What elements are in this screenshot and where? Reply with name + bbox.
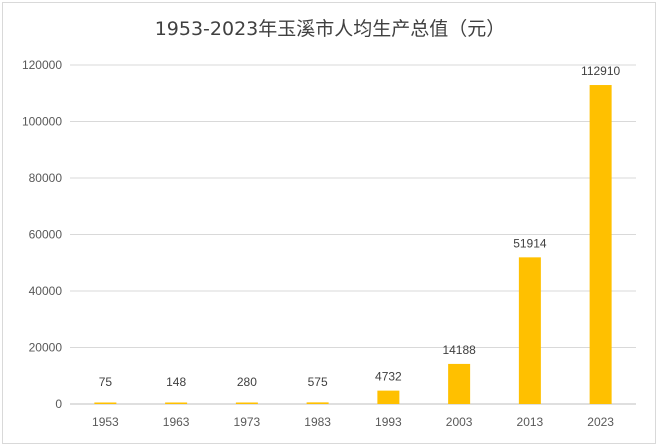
bar-1953	[94, 402, 117, 404]
data-label-2023: 112910	[581, 64, 620, 78]
bar-1983	[306, 402, 329, 404]
data-label-1993: 4732	[375, 370, 402, 384]
y-tick-label: 20000	[29, 341, 63, 355]
x-tick-label-1963: 1963	[163, 415, 190, 429]
y-tick-label: 120000	[22, 58, 62, 72]
chart-frame	[2, 2, 656, 444]
bar-1993	[377, 390, 400, 404]
bar-1963	[165, 402, 188, 404]
x-tick-label-1993: 1993	[375, 415, 402, 429]
x-tick-label-1973: 1973	[234, 415, 261, 429]
y-tick-label: 0	[55, 397, 62, 411]
x-tick-label-2003: 2003	[446, 415, 473, 429]
data-label-1973: 280	[237, 375, 257, 389]
bar-1973	[235, 402, 258, 404]
x-tick-label-2013: 2013	[517, 415, 544, 429]
x-axis-ticks: 1953 1963 1973 1983 1993 2003 2013 2023	[92, 415, 614, 429]
bar-2003	[448, 363, 471, 404]
y-axis-ticks: 0 20000 40000 60000 80000 100000 120000	[22, 58, 62, 411]
y-tick-label: 80000	[29, 171, 63, 185]
data-label-1983: 575	[308, 375, 328, 389]
data-label-2003: 14188	[442, 343, 476, 357]
gridlines	[70, 64, 636, 405]
y-tick-label: 100000	[22, 115, 62, 129]
bars	[94, 85, 612, 405]
bar-2013	[518, 257, 541, 404]
bar-2023	[589, 85, 612, 405]
data-label-1963: 148	[166, 375, 186, 389]
chart-title: 1953-2023年玉溪市人均生产总值（元）	[154, 18, 506, 40]
y-tick-label: 40000	[29, 284, 63, 298]
data-label-1953: 75	[99, 375, 113, 389]
data-label-2013: 51914	[513, 236, 547, 250]
x-tick-label-1983: 1983	[304, 415, 331, 429]
x-tick-label-1953: 1953	[92, 415, 119, 429]
y-tick-label: 60000	[29, 228, 63, 242]
x-tick-label-2023: 2023	[587, 415, 614, 429]
data-labels: 75 148 280 575 4732 14188 51914 112910	[99, 64, 621, 389]
